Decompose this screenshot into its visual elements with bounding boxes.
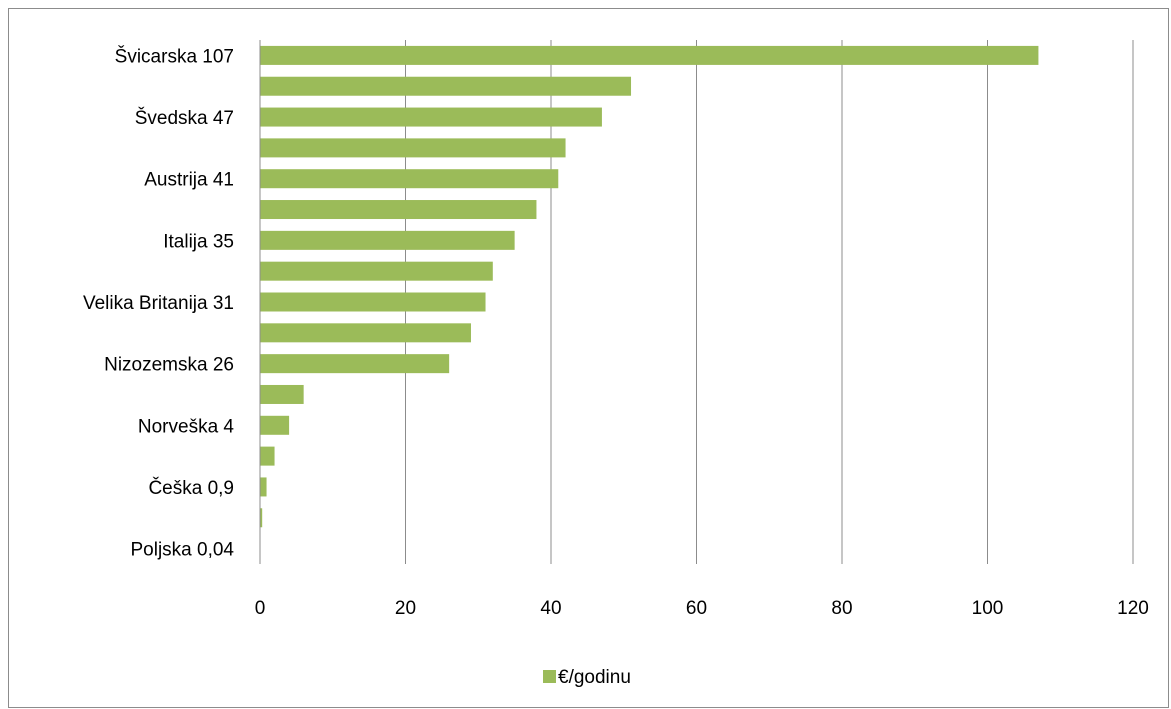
bar-8	[260, 292, 486, 312]
bar-11	[260, 384, 304, 404]
bars	[260, 45, 1039, 559]
bar-2	[260, 107, 602, 127]
legend-label: €/godinu	[558, 667, 631, 688]
bar-3	[260, 138, 566, 158]
bar-7	[260, 261, 493, 281]
x-tick-label: 40	[540, 598, 561, 619]
x-tick-label: 20	[395, 598, 416, 619]
category-label: Češka 0,9	[148, 477, 234, 499]
x-tick-label: 120	[1117, 598, 1149, 619]
bar-13	[260, 446, 275, 466]
bar-12	[260, 415, 290, 435]
category-label: Norveška 4	[138, 416, 235, 437]
legend: €/godinu	[543, 667, 631, 688]
category-label: Poljska 0,04	[130, 540, 234, 561]
x-tick-labels: 0 20 40 60 80 100 120	[255, 598, 1149, 619]
category-label: Švicarska 107	[115, 45, 234, 67]
bar-6	[260, 230, 515, 250]
category-label: Švedska 47	[135, 107, 234, 129]
category-labels: Švicarska 107 Švedska 47 Austrija 41 Italij…	[83, 45, 234, 560]
legend-swatch	[543, 670, 556, 683]
bar-10	[260, 354, 450, 374]
x-tick-label: 0	[255, 598, 266, 619]
bar-0	[260, 45, 1039, 65]
bar-9	[260, 323, 471, 343]
gridlines	[405, 40, 1134, 564]
bar-14	[260, 477, 267, 497]
bar-5	[260, 200, 537, 220]
x-tick-label: 80	[831, 598, 852, 619]
x-tick-label: 100	[972, 598, 1004, 619]
bar-4	[260, 169, 559, 189]
category-label: Italija 35	[163, 231, 234, 252]
x-tick-label: 60	[686, 598, 707, 619]
bar-1	[260, 76, 632, 96]
category-label: Velika Britanija 31	[83, 293, 234, 314]
bar-15	[260, 508, 263, 528]
category-label: Nizozemska 26	[104, 355, 234, 376]
category-label: Austrija 41	[144, 170, 234, 191]
